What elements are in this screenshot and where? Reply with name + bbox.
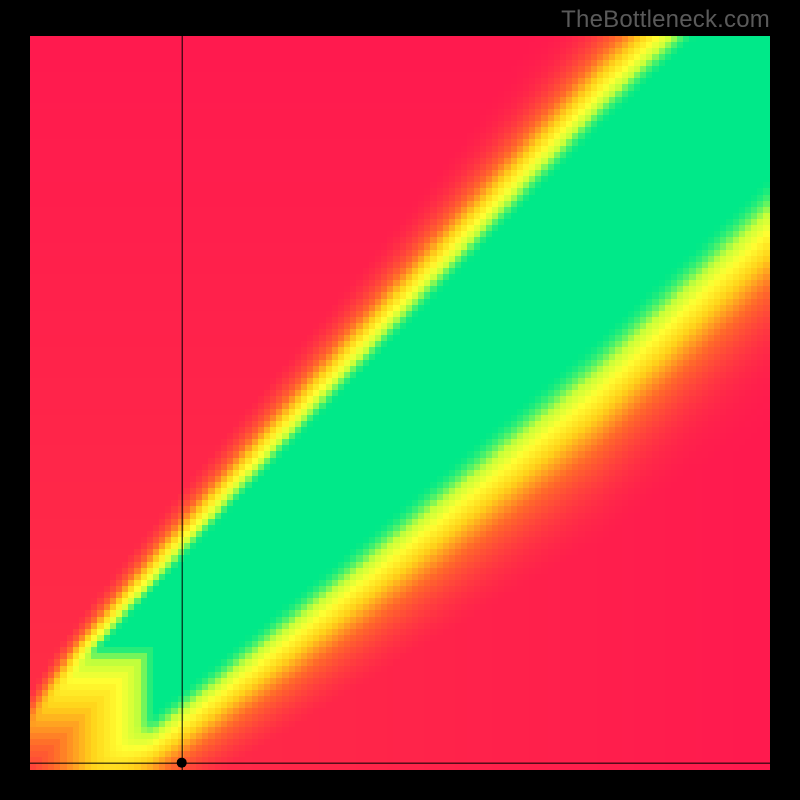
watermark-text: TheBottleneck.com	[561, 6, 770, 34]
figure-frame: TheBottleneck.com	[0, 0, 800, 800]
heatmap-canvas	[30, 36, 770, 770]
plot-area	[30, 36, 770, 770]
